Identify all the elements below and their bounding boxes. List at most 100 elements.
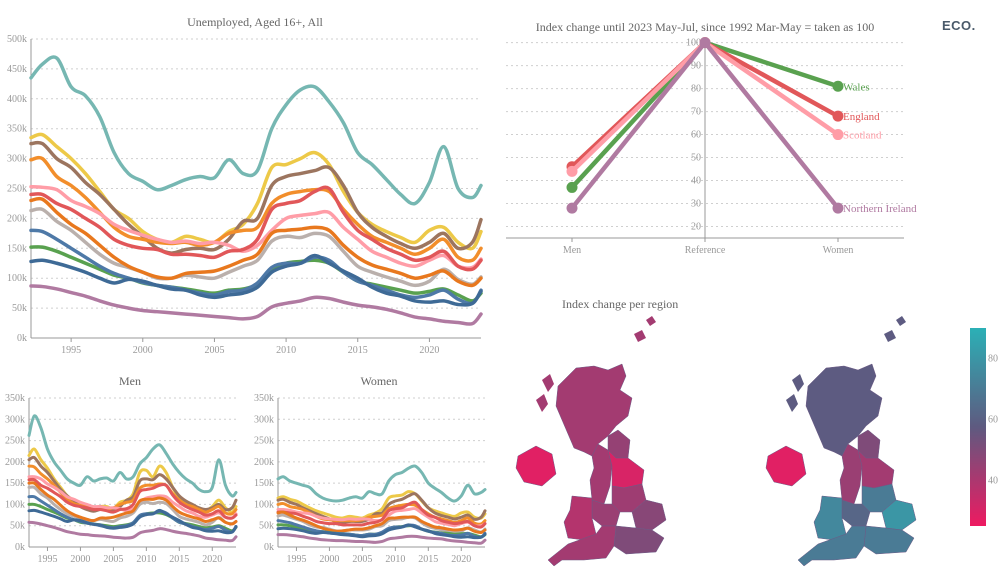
chart-title-women: Women — [360, 374, 397, 388]
point-northern-ireland — [699, 37, 711, 49]
y-tick-label: 20 — [691, 222, 701, 233]
point-scotland — [566, 165, 578, 177]
series-line-greater-london — [276, 464, 487, 503]
series-line-northern-ireland — [29, 284, 483, 326]
colorbar-tick-label: 40 — [988, 475, 998, 486]
line-chart-men: Men 0k 50k 100k 150k 200k 250k 300k 350k 1995 200… — [5, 374, 238, 565]
series-line-east-midlands — [276, 510, 487, 535]
colorbar — [970, 328, 986, 526]
y-tick-label: 250k — [7, 184, 27, 195]
island-shape — [536, 394, 548, 412]
y-tick-label: 90 — [691, 61, 701, 72]
y-tick-label: 300k — [254, 414, 274, 425]
y-tick-label: 350k — [254, 393, 274, 404]
x-tick-label: 2010 — [276, 345, 296, 356]
x-tick-label: 1995 — [61, 345, 81, 356]
island-shape — [786, 394, 798, 412]
series-line-north-east — [27, 508, 238, 535]
series-line-north-east — [29, 253, 483, 307]
series-label-northern-ireland: Northern Ireland — [843, 203, 917, 215]
island-shape — [884, 330, 896, 342]
y-tick-label: 300k — [5, 414, 25, 425]
colorbar-tick-label: 60 — [988, 414, 998, 425]
chart-title-men: Men — [119, 374, 141, 388]
x-tick-label: 1995 — [286, 554, 306, 565]
series-line-northern-ireland — [27, 520, 238, 543]
line-chart-all: Unemployed, Aged 16+, All 0k 50k 100k 150k 2… — [7, 15, 483, 356]
y-tick-label: 200k — [7, 213, 27, 224]
region-north-west — [589, 443, 613, 505]
y-tick-label: 100 — [686, 38, 701, 49]
series-line-north-west — [29, 140, 483, 255]
region-south-west — [547, 525, 617, 567]
y-tick-label: 400k — [7, 94, 27, 105]
x-tick-label: 2005 — [204, 345, 224, 356]
x-tick-label: 2005 — [352, 554, 372, 565]
y-tick-label: 80 — [691, 84, 701, 95]
series-line-north-west — [276, 492, 487, 524]
x-tick-label: 2000 — [133, 345, 153, 356]
island-shape — [634, 330, 646, 342]
region-west-midlands — [591, 499, 621, 527]
x-tick-label: 2010 — [385, 554, 405, 565]
y-tick-label: 50k — [10, 521, 25, 532]
y-tick-label: 50k — [12, 303, 27, 314]
island-shape — [896, 316, 906, 326]
x-tick-label: 2020 — [202, 554, 222, 565]
point-scotland — [832, 129, 844, 141]
x-tick-label: 2015 — [348, 345, 368, 356]
y-tick-label: 250k — [5, 436, 25, 447]
y-tick-label: 450k — [7, 64, 27, 75]
y-tick-label: 150k — [254, 478, 274, 489]
region-north-west — [839, 443, 863, 505]
x-tick-label: 2020 — [419, 345, 439, 356]
series-line-yorkshire — [27, 477, 238, 520]
x-tick-label: 2015 — [169, 554, 189, 565]
y-tick-label: 60 — [691, 130, 701, 141]
y-tick-label: 50k — [259, 521, 274, 532]
region-south-east — [863, 525, 915, 555]
x-tick-label: 2020 — [451, 554, 471, 565]
island-shape — [792, 374, 804, 392]
y-tick-label: 40 — [691, 176, 701, 187]
brand-logo: ECO. — [942, 18, 976, 33]
series-label-wales: Wales — [843, 81, 870, 93]
island-shape — [646, 316, 656, 326]
x-tick-label: 1995 — [37, 554, 57, 565]
point-england — [832, 110, 844, 122]
y-tick-label: 0k — [264, 542, 274, 553]
y-tick-label: 0k — [15, 542, 25, 553]
region-wales — [813, 495, 847, 541]
series-line-greater-london — [29, 55, 483, 206]
series-line-yorkshire — [276, 500, 487, 529]
region-south-east — [613, 525, 665, 555]
series-line-greater-london — [27, 414, 238, 498]
y-tick-label: 200k — [5, 457, 25, 468]
map-women — [765, 316, 917, 567]
point-wales — [832, 80, 844, 92]
series-line-south-east — [276, 490, 487, 520]
series-line-south-west — [29, 228, 483, 306]
colorbar-tick-label: 80 — [988, 353, 998, 364]
chart-title-index: Index change until 2023 May-Jul, since 1… — [536, 20, 874, 34]
y-tick-label: 150k — [7, 243, 27, 254]
line-chart-women: Women 0k 50k 100k 150k 200k 250k 300k 350k 1995 2… — [254, 374, 487, 565]
series-line-east — [29, 207, 483, 288]
x-tick-label: 2000 — [319, 554, 339, 565]
y-tick-label: 30 — [691, 199, 701, 210]
region-northern-ireland — [515, 445, 557, 487]
region-scotland — [555, 363, 633, 457]
y-tick-label: 500k — [7, 34, 27, 45]
y-tick-label: 50 — [691, 153, 701, 164]
index-slope-chart: Index change until 2023 May-Jul, since 1… — [506, 20, 917, 256]
series-line-scotland — [29, 184, 483, 270]
x-tick-label: 2005 — [103, 554, 123, 565]
region-west-midlands — [841, 499, 871, 527]
y-tick-label: 0k — [17, 333, 27, 344]
y-tick-label: 350k — [7, 124, 27, 135]
point-northern-ireland — [566, 202, 578, 214]
region-scotland — [805, 363, 883, 457]
x-tick-label: 2010 — [136, 554, 156, 565]
x-tick-label: 2015 — [418, 554, 438, 565]
chart-title-maps: Index change per region — [562, 297, 678, 311]
